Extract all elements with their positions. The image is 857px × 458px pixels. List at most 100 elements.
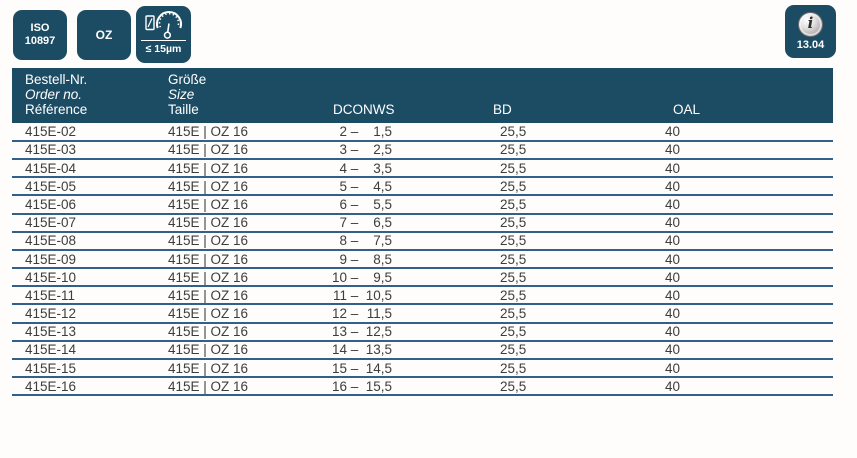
dconws-to: 7,5 (373, 233, 392, 249)
oal-cell: 40 (665, 360, 681, 376)
table-row: 415E-11 415E | OZ 16 11–10,5 25,5 40 (12, 286, 833, 305)
size-cell: 415E | OZ 16 (168, 251, 249, 267)
oal-cell: 40 (665, 269, 681, 285)
dconws-dash: – (350, 287, 359, 303)
order-cell: 415E-08 (25, 233, 77, 249)
table-row: 415E-09 415E | OZ 16 9–8,5 25,5 40 (12, 250, 833, 269)
header-oal: OAL (660, 68, 833, 123)
dconws-dash: – (350, 306, 359, 322)
dconws-to: 13,5 (365, 342, 392, 358)
bd-cell: 25,5 (500, 360, 527, 376)
size-cell: 415E | OZ 16 (168, 196, 249, 212)
bd-cell: 25,5 (500, 324, 527, 340)
bd-cell: 25,5 (500, 269, 527, 285)
dconws-cell: 6–5,5 (320, 195, 480, 213)
dconws-from: 11 (332, 287, 347, 303)
oz-shank-badge: OZ (77, 10, 131, 60)
dconws-to: 5,5 (373, 196, 392, 212)
header-size: Größe Size Taille (155, 68, 320, 123)
bd-cell: 25,5 (500, 123, 527, 139)
size-cell: 415E | OZ 16 (168, 378, 249, 394)
table-row: 415E-16 415E | OZ 16 16–15,5 25,5 40 (12, 377, 833, 396)
dconws-to: 6,5 (373, 215, 392, 231)
dconws-cell: 8–7,5 (320, 232, 480, 250)
product-table: Bestell-Nr. Order no. Référence Größe Si… (12, 68, 833, 396)
table-row: 415E-15 415E | OZ 16 15–14,5 25,5 40 (12, 359, 833, 378)
dconws-dash: – (350, 378, 359, 394)
dconws-dash: – (350, 196, 359, 212)
oal-cell: 40 (665, 178, 681, 194)
table-header: Bestell-Nr. Order no. Référence Größe Si… (12, 68, 833, 123)
runout-precision-label: ≤ 15µm (141, 40, 186, 55)
table-row: 415E-04 415E | OZ 16 4–3,5 25,5 40 (12, 159, 833, 178)
size-cell: 415E | OZ 16 (168, 215, 249, 231)
header-size-fr: Taille (168, 102, 199, 118)
order-cell: 415E-16 (25, 378, 77, 394)
dconws-from: 8 (339, 233, 347, 249)
oal-cell: 40 (665, 342, 681, 358)
table-row: 415E-05 415E | OZ 16 5–4,5 25,5 40 (12, 177, 833, 196)
dconws-to: 14,5 (365, 360, 392, 376)
dconws-cell: 10–9,5 (320, 268, 480, 286)
info-icon: i (798, 12, 823, 37)
dconws-to: 8,5 (373, 251, 392, 267)
oal-cell: 40 (665, 251, 681, 267)
dconws-cell: 12–11,5 (320, 304, 480, 322)
oal-cell: 40 (665, 233, 681, 249)
dconws-cell: 4–3,5 (320, 159, 480, 177)
dconws-to: 1,5 (373, 123, 392, 139)
table-row: 415E-14 415E | OZ 16 14–13,5 25,5 40 (12, 341, 833, 360)
table-body: 415E-02 415E | OZ 16 2–1,5 25,5 40 415E-… (12, 123, 833, 396)
dconws-from: 14 (331, 342, 347, 358)
table-header-row: Bestell-Nr. Order no. Référence Größe Si… (12, 68, 833, 123)
dconws-dash: – (350, 360, 359, 376)
header-size-en: Size (168, 87, 195, 103)
dconws-to: 9,5 (373, 269, 392, 285)
table-row: 415E-10 415E | OZ 16 10–9,5 25,5 40 (12, 268, 833, 287)
header-order-de: Bestell-Nr. (25, 72, 88, 87)
oal-cell: 40 (665, 160, 681, 176)
dconws-to: 11,5 (366, 306, 392, 322)
dconws-cell: 9–8,5 (320, 250, 480, 268)
order-cell: 415E-10 (25, 269, 77, 285)
dconws-to: 15,5 (365, 378, 392, 394)
table-row: 415E-13 415E | OZ 16 13–12,5 25,5 40 (12, 323, 833, 341)
iso-norm-badge: ISO 10897 (13, 10, 67, 60)
order-cell: 415E-12 (25, 306, 77, 322)
order-cell: 415E-03 (25, 142, 77, 158)
dconws-from: 6 (339, 196, 347, 212)
dconws-cell: 11–10,5 (320, 286, 480, 304)
dconws-dash: – (350, 342, 359, 358)
size-cell: 415E | OZ 16 (168, 160, 249, 176)
iso-norm-line1: ISO (30, 22, 50, 34)
header-order-en: Order no. (25, 87, 83, 103)
dconws-from: 3 (339, 142, 347, 158)
size-cell: 415E | OZ 16 (168, 142, 249, 158)
order-cell: 415E-02 (25, 123, 77, 139)
oal-cell: 40 (665, 142, 681, 158)
oal-cell: 40 (665, 378, 681, 394)
bd-cell: 25,5 (500, 342, 527, 358)
order-cell: 415E-14 (25, 342, 77, 358)
dconws-dash: – (350, 142, 359, 158)
header-order-fr: Référence (25, 102, 88, 118)
dconws-cell: 3–2,5 (320, 141, 480, 159)
dconws-cell: 13–12,5 (320, 323, 480, 341)
dconws-from: 4 (339, 160, 347, 176)
order-cell: 415E-04 (25, 160, 77, 176)
dconws-from: 16 (331, 378, 347, 394)
table-row: 415E-06 415E | OZ 16 6–5,5 25,5 40 (12, 195, 833, 214)
dconws-dash: – (350, 251, 359, 267)
oal-cell: 40 (665, 287, 681, 303)
dconws-dash: – (350, 269, 359, 285)
header-size-de: Größe (168, 72, 207, 87)
dconws-dash: – (350, 324, 359, 340)
iso-norm-line2: 10897 (24, 35, 56, 47)
size-cell: 415E | OZ 16 (168, 123, 249, 139)
oal-cell: 40 (665, 324, 681, 340)
dconws-cell: 14–13,5 (320, 341, 480, 359)
order-cell: 415E-05 (25, 178, 77, 194)
bd-cell: 25,5 (500, 142, 527, 158)
size-cell: 415E | OZ 16 (168, 287, 249, 303)
dconws-from: 12 (331, 306, 347, 322)
